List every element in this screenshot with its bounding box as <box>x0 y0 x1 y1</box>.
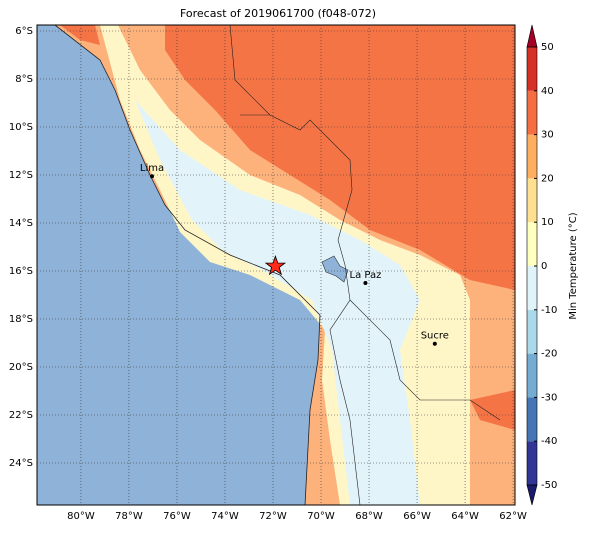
lat-tick-label: 10°S <box>9 122 33 133</box>
colorbar-tick-label: -40 <box>541 436 557 447</box>
city-marker <box>432 341 437 346</box>
lon-tick-label: 72°W <box>259 511 287 522</box>
colorbar-bin <box>527 178 537 223</box>
city-marker <box>363 281 368 285</box>
city-label: Sucre <box>421 331 449 342</box>
colorbar-tick-label: -10 <box>541 305 557 316</box>
lon-tick-label: 74°W <box>211 511 239 522</box>
colorbar-bin <box>527 90 537 135</box>
colorbar-bin <box>527 266 537 310</box>
lat-tick-label: 6°S <box>15 26 33 37</box>
colorbar-bin <box>527 134 537 179</box>
colorbar-tick-label: 20 <box>541 173 554 184</box>
colorbar-tick-label: 40 <box>541 86 554 97</box>
lon-tick-label: 64°W <box>451 511 479 522</box>
lat-tick-label: 16°S <box>9 266 33 277</box>
lon-tick-label: 62°W <box>499 511 527 522</box>
colorbar-over <box>526 24 538 48</box>
colorbar-tick-label: -50 <box>541 480 557 491</box>
colorbar-tick-label: 10 <box>541 217 554 228</box>
map <box>37 25 515 505</box>
title: Forecast of 2019061700 (f048-072) <box>180 7 376 20</box>
lake <box>321 255 349 283</box>
colorbar-tick-label: -30 <box>541 392 557 403</box>
lon-tick-label: 68°W <box>355 511 383 522</box>
colorbar-bin <box>527 222 537 266</box>
lon-tick-label: 66°W <box>403 511 431 522</box>
map-frame <box>36 24 516 506</box>
colorbar-bin <box>527 309 537 354</box>
lat-tick-label: 22°S <box>9 410 33 421</box>
lat-tick-label: 18°S <box>9 314 33 325</box>
lat-tick-label: 8°S <box>15 74 33 85</box>
colorbar-label: Min Temperature (°C) <box>568 212 579 319</box>
lon-tick-label: 70°W <box>307 511 335 522</box>
colorbar-tick-label: 30 <box>541 130 554 141</box>
city-marker <box>149 174 154 179</box>
colorbar-bin <box>527 397 537 442</box>
colorbar-tick-label: -20 <box>541 349 557 360</box>
star-marker <box>264 254 287 276</box>
border <box>229 25 501 505</box>
colorbar-tick-label: 0 <box>541 261 547 272</box>
lon-tick-label: 76°W <box>163 511 191 522</box>
zone-warm <box>60 25 515 430</box>
colorbar-under <box>526 484 538 506</box>
city-label: Lima <box>140 163 164 174</box>
lat-tick-label: 24°S <box>9 458 33 469</box>
colorbar-bin <box>527 47 537 91</box>
lat-tick-label: 14°S <box>9 218 33 229</box>
colorbar-tick-label: 50 <box>541 42 554 53</box>
lon-tick-label: 78°W <box>115 511 143 522</box>
lat-tick-label: 20°S <box>9 362 33 373</box>
lat-tick-label: 12°S <box>9 170 33 181</box>
zone-cool <box>135 100 420 505</box>
coastline <box>54 25 321 505</box>
city-label: La Paz <box>350 270 382 281</box>
lon-tick-label: 80°W <box>67 511 95 522</box>
colorbar-bin <box>527 353 537 398</box>
colorbar-bin <box>527 441 537 485</box>
